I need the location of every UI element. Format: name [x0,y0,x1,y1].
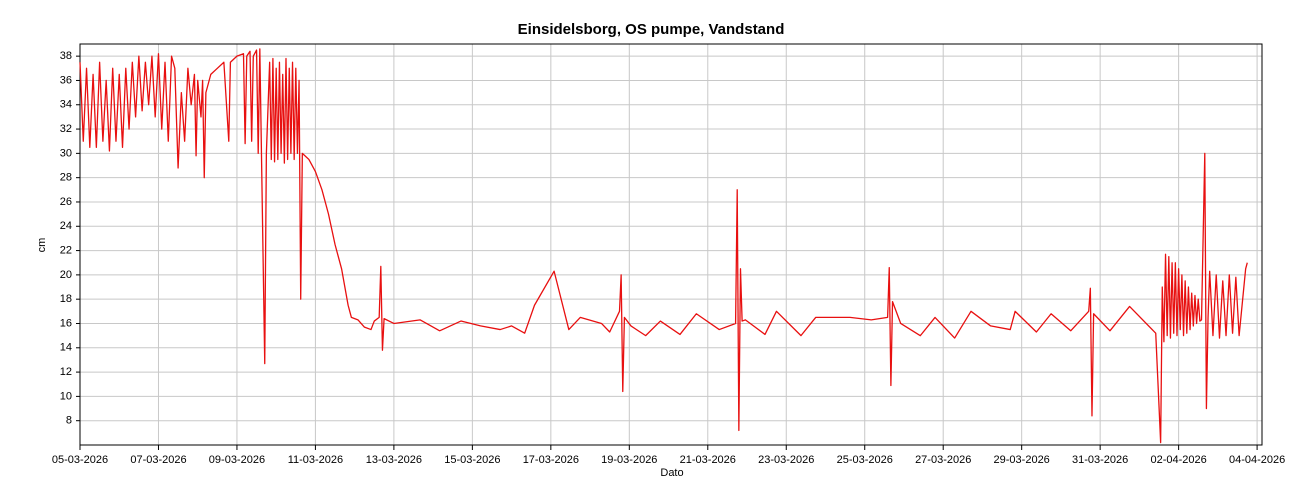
y-tick-label: 32 [60,123,72,135]
y-tick-label: 38 [60,50,72,62]
x-axis-label: Dato [660,467,683,479]
x-tick-label: 23-03-2026 [758,454,814,466]
y-tick-label: 30 [60,147,72,159]
x-tick-label: 02-04-2026 [1150,454,1206,466]
y-tick-label: 34 [60,99,72,111]
x-tick-label: 05-03-2026 [52,454,108,466]
y-tick-label: 8 [66,415,72,427]
y-tick-label: 26 [60,196,72,208]
x-tick-label: 29-03-2026 [994,454,1050,466]
y-tick-label: 22 [60,244,72,256]
x-tick-label: 09-03-2026 [209,454,265,466]
x-tick-label: 31-03-2026 [1072,454,1128,466]
y-tick-label: 36 [60,74,72,86]
plot-frame [79,43,1263,446]
x-tick-label: 13-03-2026 [366,454,422,466]
y-tick-label: 10 [60,390,72,402]
x-tick-label: 19-03-2026 [601,454,657,466]
y-tick-label: 14 [60,342,72,354]
x-tick-label: 15-03-2026 [444,454,500,466]
chart-title: Einsidelsborg, OS pumpe, Vandstand [518,21,785,38]
data-line [79,48,1248,444]
x-tick-label: 17-03-2026 [523,454,579,466]
y-tick-label: 16 [60,317,72,329]
y-tick-label: 20 [60,269,72,281]
x-tick-label: 27-03-2026 [915,454,971,466]
x-tick-label: 07-03-2026 [130,454,186,466]
y-tick-label: 24 [60,220,72,232]
y-axis-label: cm [36,238,48,253]
y-tick-label: 12 [60,366,72,378]
y-tick-label: 28 [60,172,72,184]
x-tick-label: 11-03-2026 [288,454,343,466]
x-tick-label: 25-03-2026 [837,454,893,466]
y-tick-label: 18 [60,293,72,305]
x-tick-label: 04-04-2026 [1229,454,1285,466]
x-tick-label: 21-03-2026 [680,454,736,466]
